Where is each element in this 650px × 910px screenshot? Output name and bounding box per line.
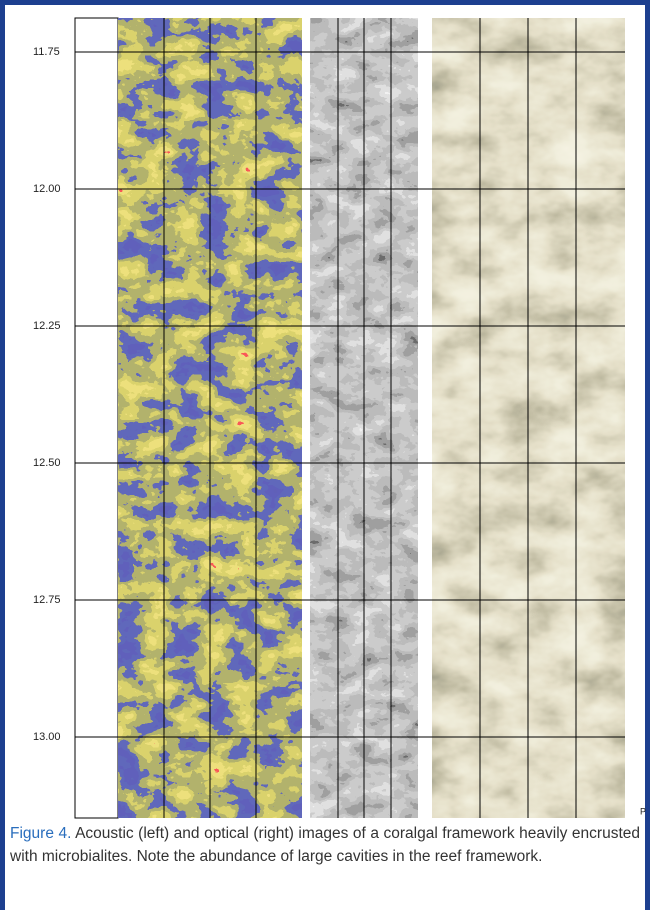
caption: Figure 4. Acoustic (left) and optical (r… [10, 822, 640, 868]
depth-track [74, 17, 119, 819]
depth-label: 12.25 [33, 320, 61, 332]
depth-label: 11.75 [33, 46, 60, 58]
depth-label: 13.00 [33, 731, 61, 743]
depth-rows: 11.75 12.00 12.25 12.50 12.75 13.00 [33, 46, 625, 743]
depth-label: 12.75 [33, 594, 61, 606]
depth-label: 12.50 [33, 457, 61, 469]
caption-text: Acoustic (left) and optical (right) imag… [10, 825, 640, 865]
figure: 11.75 12.00 12.25 12.50 12.75 13.00 P [33, 17, 646, 819]
grid [163, 18, 577, 818]
caption-label: Figure 4. [10, 825, 72, 842]
corner-mark: P [640, 806, 646, 816]
depth-label: 12.00 [33, 183, 61, 195]
